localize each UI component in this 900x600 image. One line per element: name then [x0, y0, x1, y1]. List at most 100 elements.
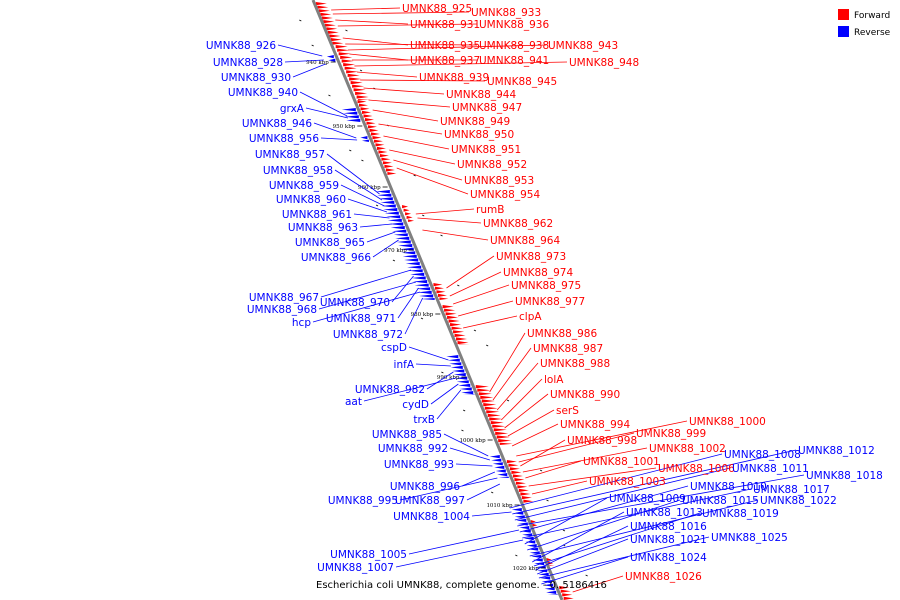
- reverse-leader-2: [292, 63, 326, 78]
- reverse-leader-22: [415, 363, 451, 367]
- gene-feature-86: [498, 439, 512, 443]
- gene-feature-146: [447, 358, 460, 362]
- gene-feature-147: [449, 362, 462, 366]
- reverse-leader-28: [449, 447, 491, 461]
- forward-gene-label-umnk88-950: UMNK88_950: [444, 129, 514, 141]
- reverse-leader-4: [305, 107, 349, 119]
- reverse-leader-41: [522, 488, 752, 539]
- forward-gene-label-umnk88-977: UMNK88_977: [515, 296, 585, 308]
- reverse-gene-label-cydd: cydD: [402, 399, 429, 411]
- forward-gene-label-lola: lolA: [544, 374, 564, 386]
- forward-gene-label-umnk88-948: UMNK88_948: [569, 57, 639, 69]
- forward-leader-24: [449, 271, 502, 297]
- gene-feature-46: [384, 164, 394, 168]
- gene-feature-162: [497, 473, 508, 477]
- forward-gene-label-umnk88-990: UMNK88_990: [550, 389, 620, 401]
- gene-feature-8: [327, 30, 339, 34]
- reverse-leader-34: [408, 529, 520, 555]
- reverse-gene-label-umnk88-1019: UMNK88_1019: [702, 508, 779, 520]
- forward-leader-22: [422, 229, 489, 241]
- gene-feature-98: [521, 496, 532, 500]
- reverse-leader-37: [512, 449, 797, 515]
- reverse-gene-label-umnk88-971: UMNK88_971: [326, 313, 396, 325]
- gene-feature-31: [361, 110, 371, 114]
- reverse-gene-label-umnk88-960: UMNK88_960: [276, 194, 346, 206]
- gene-feature-172: [523, 536, 534, 540]
- gene-feature-149: [452, 369, 465, 373]
- gene-feature-144: [420, 298, 435, 300]
- reverse-leader-39: [517, 474, 805, 527]
- gene-feature-53: [408, 219, 415, 222]
- gene-feature-101: [560, 589, 571, 593]
- forward-gene-label-umnk88-947: UMNK88_947: [452, 102, 522, 114]
- gene-feature-152: [456, 380, 469, 384]
- gene-feature-65: [451, 326, 463, 330]
- gene-feature-187: [546, 590, 557, 594]
- reverse-leader-14: [372, 239, 399, 258]
- gene-feature-23: [352, 84, 365, 88]
- gene-feature-9: [329, 34, 341, 38]
- reverse-leader-11: [353, 213, 390, 219]
- forward-gene-label-umnk88-937: UMNK88_937: [410, 55, 480, 67]
- feature-dash-25: [473, 329, 477, 332]
- gene-feature-6: [324, 23, 336, 27]
- forward-gene-label-umnk88-938: UMNK88_938: [479, 40, 549, 52]
- forward-gene-label-umnk88-1006: UMNK88_1006: [658, 463, 735, 475]
- gene-feature-113: [346, 118, 361, 122]
- gene-feature-4: [321, 16, 333, 20]
- gene-feature-0: [315, 2, 327, 6]
- gene-feature-150: [453, 373, 466, 377]
- gene-feature-72: [477, 388, 491, 392]
- forward-gene-label-umnk88-936: UMNK88_936: [479, 19, 549, 31]
- feature-dash-3: [328, 94, 331, 97]
- reverse-leader-15: [320, 269, 412, 298]
- reverse-leader-8: [334, 169, 383, 201]
- reverse-gene-label-umnk88-1018: UMNK88_1018: [806, 470, 883, 482]
- gene-feature-59: [442, 305, 454, 309]
- legend: Forward Reverse: [838, 9, 891, 38]
- reverse-leader-26: [436, 389, 462, 420]
- feature-dash-21: [345, 29, 348, 32]
- reverse-leader-10: [347, 198, 388, 213]
- reverse-gene-label-umnk88-966: UMNK88_966: [301, 252, 371, 264]
- forward-leader-29: [492, 347, 532, 401]
- gene-feature-161: [495, 469, 506, 473]
- forward-leader-18: [393, 159, 463, 181]
- gene-feature-29: [358, 103, 368, 107]
- reverse-leader-49: [538, 536, 710, 579]
- gene-feature-124: [390, 226, 405, 230]
- feature-dash-17: [491, 491, 494, 494]
- gene-feature-173: [525, 540, 536, 544]
- reverse-leader-3: [299, 91, 348, 117]
- forward-gene-label-umnk88-954: UMNK88_954: [470, 189, 540, 201]
- reverse-gene-label-umnk88-1005: UMNK88_1005: [330, 549, 407, 561]
- gene-feature-163: [498, 476, 509, 478]
- forward-leader-36: [518, 432, 635, 463]
- gene-feature-191: [360, 136, 368, 140]
- forward-leader-16: [383, 135, 450, 150]
- gene-feature-103: [563, 596, 574, 600]
- feature-dash-14: [506, 399, 510, 402]
- scale-ticks: 940 kbp 950 kbp 960 kbp 970 kbp 980 kbp 990 k…: [306, 60, 546, 572]
- reverse-gene-label-umnk88-1015: UMNK88_1015: [682, 495, 759, 507]
- forward-gene-label-umnk88-945: UMNK88_945: [487, 76, 557, 88]
- genome-caption: Escherichia coli UMNK88, complete genome…: [316, 580, 607, 591]
- gene-feature-131: [401, 251, 416, 255]
- gene-feature-96: [518, 488, 529, 492]
- forward-leader-5: [345, 43, 478, 46]
- gene-feature-107: [546, 558, 552, 562]
- reverse-leader-35: [395, 539, 524, 568]
- gene-feature-13: [337, 48, 350, 52]
- gene-feature-57: [437, 293, 447, 297]
- gene-feature-48: [387, 172, 397, 175]
- gene-feature-79: [487, 413, 501, 417]
- forward-leader-15: [378, 123, 443, 135]
- gene-feature-15: [340, 55, 353, 59]
- forward-leader-26: [458, 300, 514, 317]
- reverse-gene-label-grxa: grxA: [280, 103, 305, 115]
- reverse-gene-label-umnk88-1025: UMNK88_1025: [711, 532, 788, 544]
- reverse-leader-6: [320, 137, 358, 141]
- feature-dash-18: [562, 529, 566, 532]
- gene-feature-83: [493, 428, 507, 432]
- forward-leader-2: [335, 19, 409, 25]
